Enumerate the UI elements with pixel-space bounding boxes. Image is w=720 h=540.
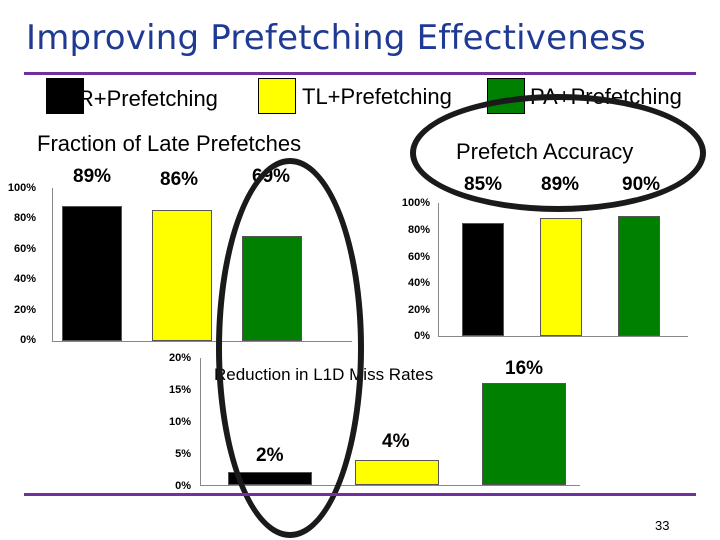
highlight-ellipse-accuracy bbox=[410, 94, 706, 212]
chart2-y-axis bbox=[438, 203, 439, 337]
chart1-title: Fraction of Late Prefetches bbox=[37, 131, 302, 156]
chart3-tick: 15% bbox=[168, 384, 191, 396]
chart2-x-axis bbox=[438, 336, 688, 337]
chart2-bar-rr bbox=[462, 223, 504, 336]
chart1-bar-tl bbox=[152, 210, 212, 341]
chart2-bar-tl bbox=[540, 218, 582, 336]
chart1-tick: 40% bbox=[13, 273, 36, 285]
legend-swatch-tl bbox=[258, 78, 296, 114]
chart2-tick: 20% bbox=[407, 304, 430, 316]
chart1-tick: 80% bbox=[13, 212, 36, 224]
bottom-divider bbox=[24, 493, 696, 496]
chart3-bar-tl bbox=[355, 460, 439, 485]
chart3-y-axis bbox=[200, 358, 201, 486]
slide-title: Improving Prefetching Effectiveness bbox=[26, 18, 646, 58]
chart3-tick: 5% bbox=[175, 448, 191, 460]
chart1-tick: 0% bbox=[20, 334, 36, 346]
chart1-value-label: 89% bbox=[73, 166, 112, 187]
chart1-x-axis bbox=[52, 341, 352, 342]
legend-swatch-rr bbox=[46, 78, 84, 114]
legend-label-rr: RR+Prefetching bbox=[62, 86, 218, 111]
legend-label-tl: TL+Prefetching bbox=[302, 84, 452, 109]
chart1-y-axis bbox=[52, 188, 53, 342]
chart1-tick: 100% bbox=[7, 182, 36, 194]
chart3-value-label: 4% bbox=[382, 431, 410, 452]
chart1-bar-rr bbox=[62, 206, 122, 341]
chart1-tick: 60% bbox=[13, 243, 36, 255]
highlight-ellipse-late-prefetches bbox=[216, 158, 364, 538]
chart2-tick: 80% bbox=[407, 224, 430, 236]
top-divider bbox=[24, 72, 696, 75]
chart3-value-label: 16% bbox=[505, 358, 544, 379]
chart1-tick: 20% bbox=[13, 304, 36, 316]
chart2-bar-pa bbox=[618, 216, 660, 336]
chart2-tick: 100% bbox=[401, 197, 430, 209]
chart2-tick: 40% bbox=[407, 277, 430, 289]
chart3-tick: 0% bbox=[175, 480, 191, 492]
chart3-x-axis bbox=[200, 485, 580, 486]
chart3-tick: 10% bbox=[168, 416, 191, 428]
page-number: 33 bbox=[655, 518, 670, 533]
chart3-tick: 20% bbox=[168, 352, 191, 364]
chart1-value-label: 86% bbox=[160, 169, 199, 190]
chart2-tick: 60% bbox=[407, 251, 430, 263]
chart2-tick: 0% bbox=[414, 330, 430, 342]
chart3-bar-pa bbox=[482, 383, 566, 485]
